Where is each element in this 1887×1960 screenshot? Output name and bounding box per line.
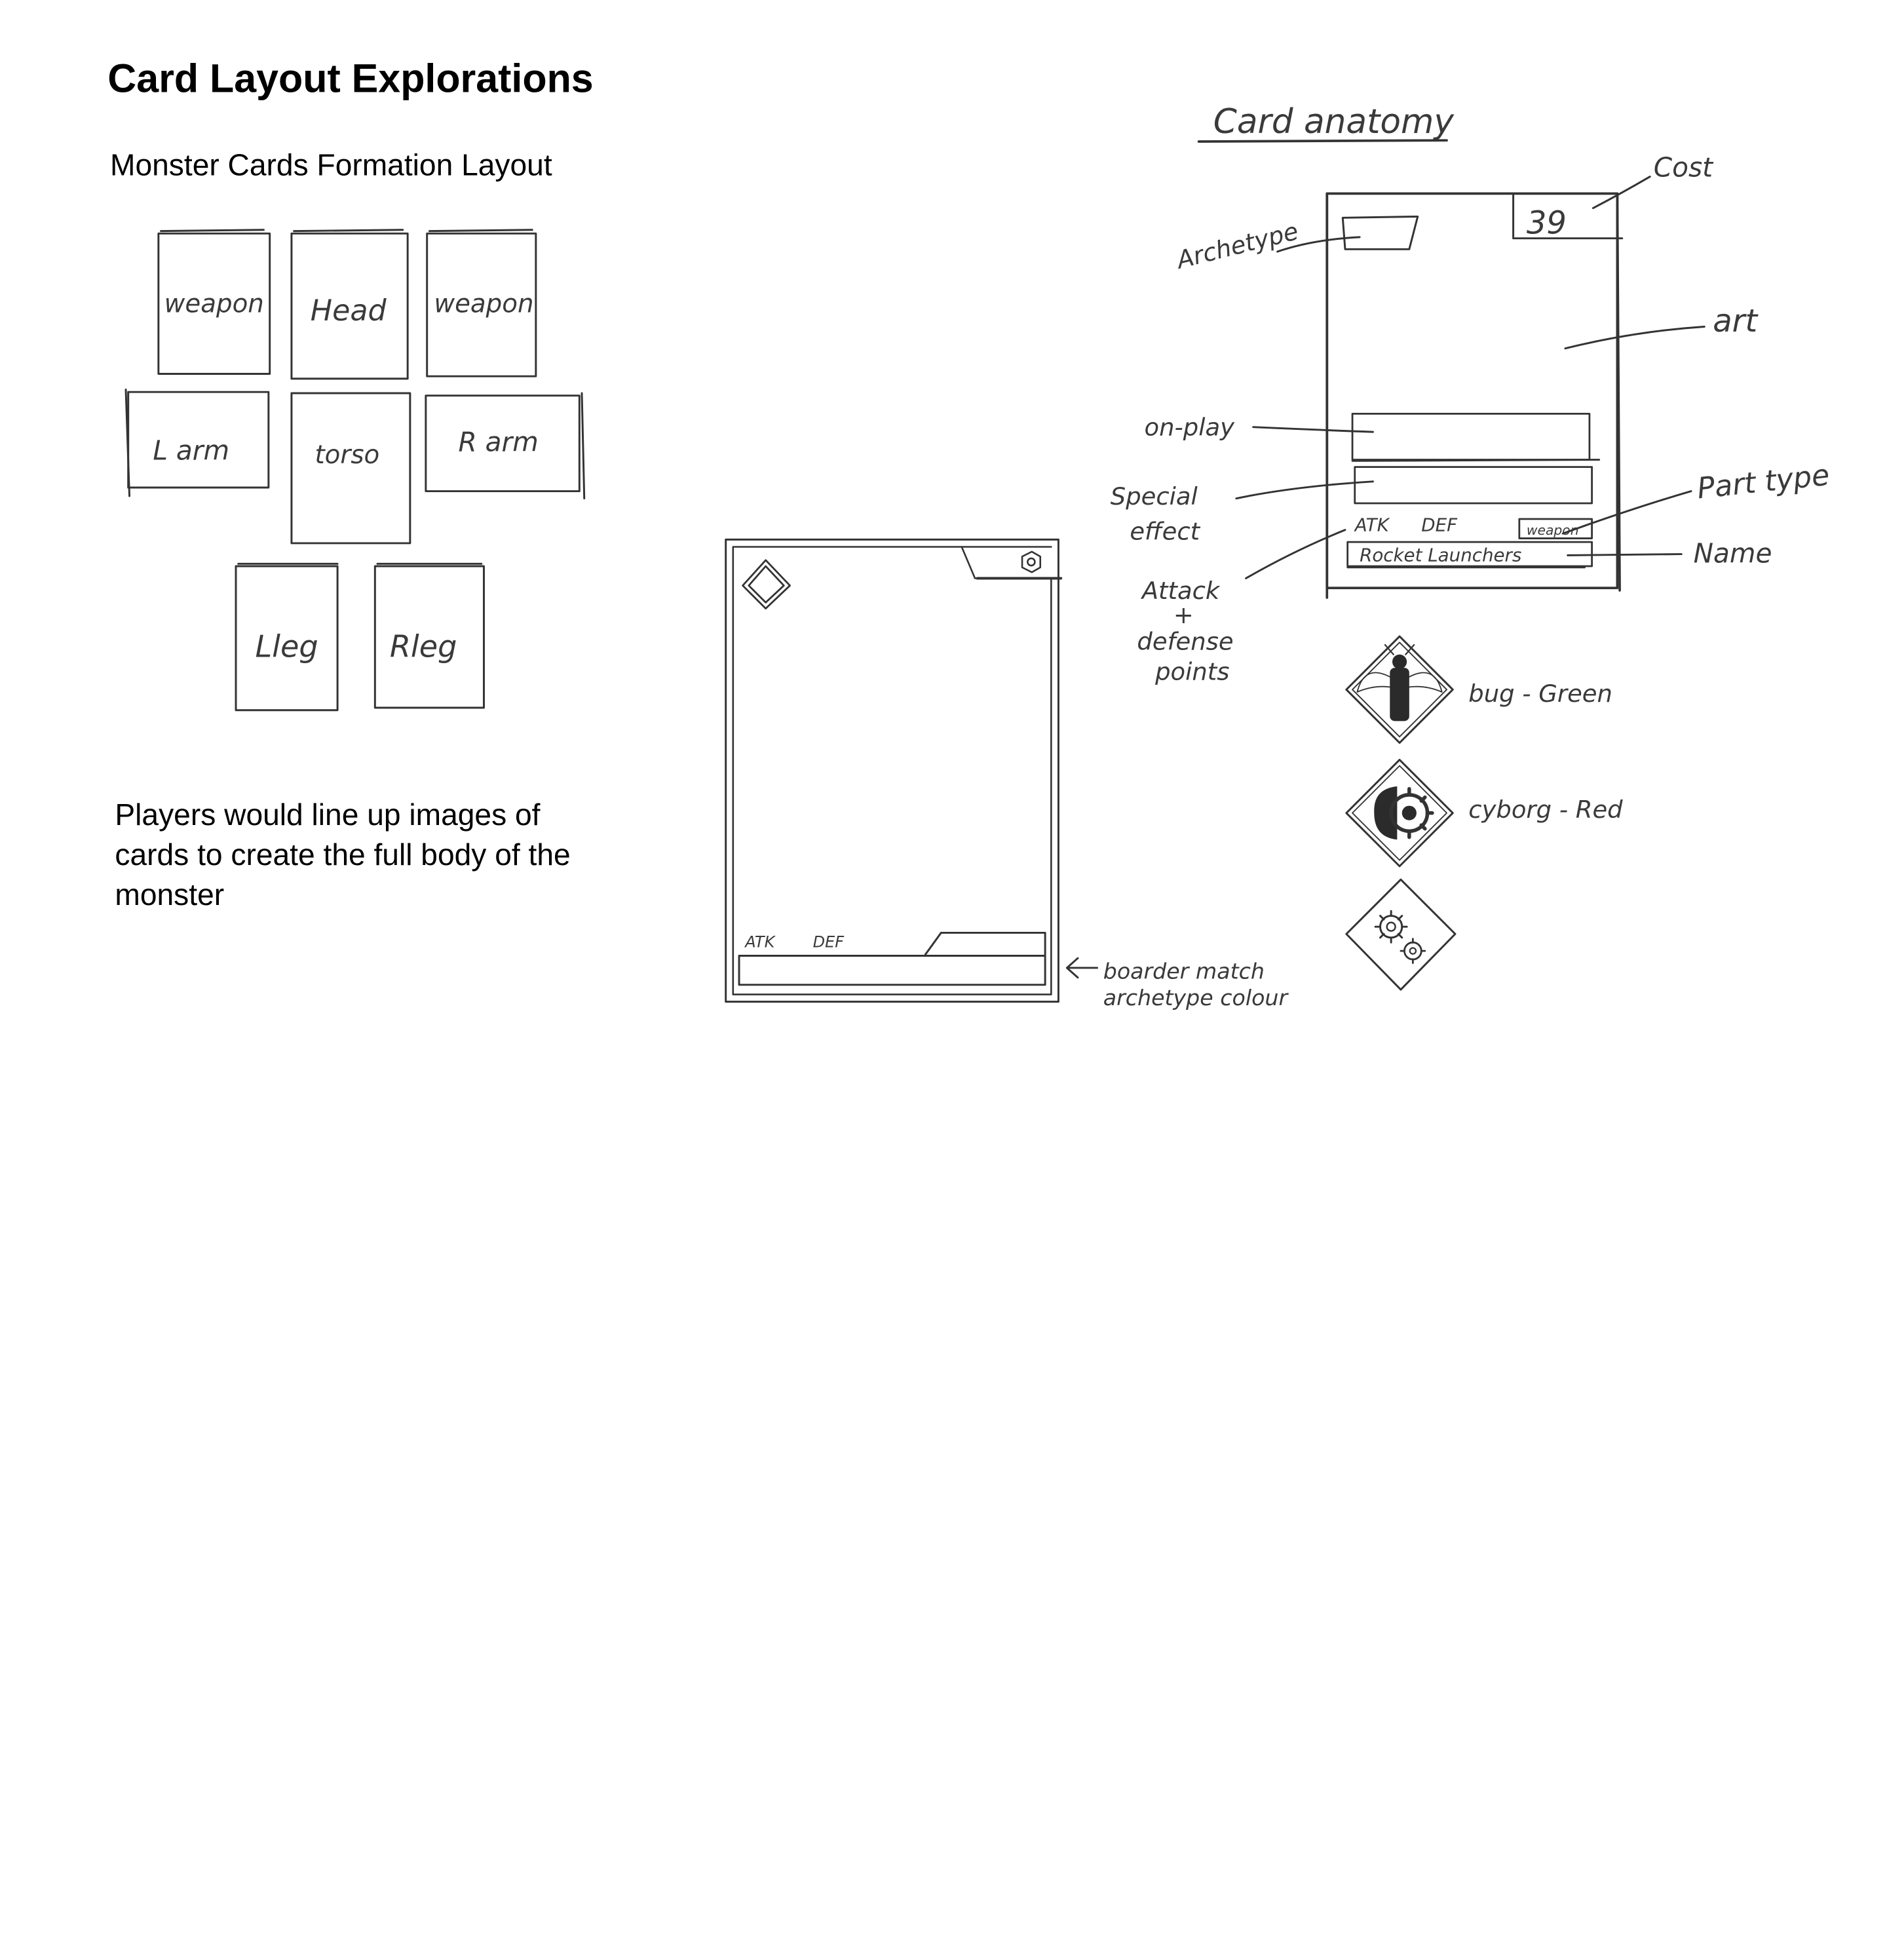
formation-slot-weapon-right: weapon: [426, 229, 537, 377]
callout-atk-def-2: +: [1173, 601, 1194, 629]
cyborg-icon: [1345, 758, 1454, 868]
archetype-slot: [1341, 215, 1419, 250]
callout-on-play: on-play: [1145, 413, 1236, 442]
caption-text: Players would line up images of cards to…: [115, 798, 571, 913]
callout-name: Name: [1694, 537, 1772, 569]
page-title: Card Layout Explorations: [107, 55, 594, 101]
slot-label: Rleg: [390, 628, 457, 664]
formation-layout: weapon Head weapon L arm torso R arm: [124, 229, 586, 712]
callout-special-2: effect: [1130, 517, 1200, 545]
blank-card-atk-label: ATK: [744, 933, 776, 951]
archetype-legend: bug - Green cyborg - Red: [1345, 635, 1623, 991]
archetype-cyborg: cyborg - Red: [1345, 758, 1623, 868]
archetype-bug: bug - Green: [1345, 635, 1612, 744]
formation-slot-head: Head: [290, 229, 409, 380]
callout-art: art: [1713, 303, 1759, 339]
part-type-box: [1518, 518, 1593, 539]
special-effect-box: [1354, 466, 1593, 505]
formation-slot-weapon-left: weapon: [157, 229, 271, 375]
slot-label: weapon: [164, 289, 264, 318]
slot-label: torso: [314, 440, 379, 470]
gears-icon: [1345, 878, 1457, 991]
formation-slot-right-arm: R arm: [425, 392, 586, 500]
archetype-bug-label: bug - Green: [1468, 680, 1612, 708]
on-play-box: [1351, 413, 1601, 462]
blank-card-def-label: DEF: [813, 933, 845, 951]
formation-slot-torso: torso: [290, 392, 411, 545]
cost-value: 39: [1527, 204, 1567, 241]
bug-icon: [1345, 635, 1454, 744]
callout-special-1: Special: [1111, 482, 1198, 510]
blank-card-sketch: ATK DEF boarder match archetype colour: [725, 538, 1289, 1010]
formation-slot-left-arm: L arm: [124, 388, 270, 497]
sketch-canvas: weapon Head weapon L arm torso R arm: [124, 102, 1831, 1010]
formation-slot-left-leg: Lleg: [235, 562, 339, 712]
arrow-icon: [1065, 957, 1098, 979]
section-subtitle: Monster Cards Formation Layout: [110, 149, 552, 183]
anatomy-def-label: DEF: [1421, 514, 1458, 535]
anatomy-heading: Card anatomy: [1213, 102, 1455, 142]
callout-archetype: Archetype: [1173, 217, 1301, 275]
callout-lines: [1235, 176, 1706, 579]
blank-card-note-line1: boarder match: [1103, 959, 1265, 984]
archetype-cyborg-label: cyborg - Red: [1468, 796, 1623, 824]
archetype-gears: [1345, 878, 1457, 991]
slot-label: Lleg: [255, 628, 318, 664]
callout-atk-def-3: defense: [1137, 627, 1233, 655]
card-anatomy: Card anatomy 39 ATK DEF weapon: [1111, 102, 1831, 685]
slot-label: L arm: [153, 435, 229, 467]
slot-label: weapon: [434, 289, 533, 318]
hexagon-icon: [1021, 550, 1042, 573]
callout-cost: Cost: [1654, 152, 1714, 183]
blank-card-name-bar: [738, 931, 1046, 986]
callout-atk-def-1: Attack: [1141, 577, 1221, 605]
formation-slot-right-leg: Rleg: [373, 562, 485, 709]
diamond-icon: [742, 559, 791, 610]
slot-label: R arm: [459, 427, 539, 458]
callout-part-type: Part type: [1696, 459, 1831, 506]
slot-label: Head: [311, 294, 387, 328]
blank-card-note-line2: archetype colour: [1103, 985, 1289, 1010]
cost-slot: [1512, 193, 1624, 240]
anatomy-atk-label: ATK: [1354, 514, 1390, 535]
name-value: Rocket Launchers: [1360, 545, 1521, 566]
callout-atk-def-4: points: [1154, 658, 1229, 686]
